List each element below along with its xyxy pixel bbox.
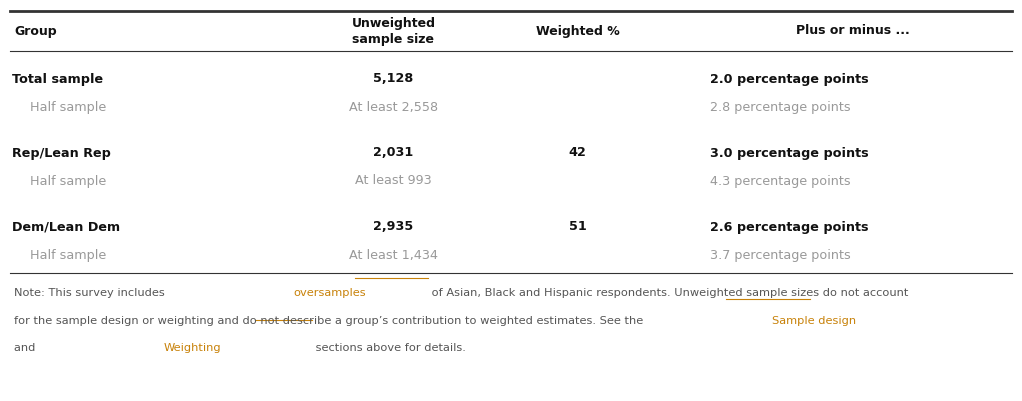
Text: Weighted %: Weighted % — [536, 24, 619, 38]
Text: Total sample: Total sample — [12, 73, 103, 85]
Text: and: and — [14, 343, 39, 353]
Text: for the sample design or weighting and do not describe a group’s contribution to: for the sample design or weighting and d… — [14, 316, 647, 326]
Text: 2.6 percentage points: 2.6 percentage points — [710, 221, 869, 233]
Text: 5,128: 5,128 — [373, 73, 414, 85]
Text: 2,031: 2,031 — [373, 146, 414, 160]
Text: Weighting: Weighting — [164, 343, 222, 353]
Text: At least 993: At least 993 — [355, 174, 432, 188]
Text: Half sample: Half sample — [31, 101, 106, 113]
Text: 42: 42 — [568, 146, 587, 160]
Text: At least 2,558: At least 2,558 — [349, 101, 438, 113]
Text: Note: This survey includes: Note: This survey includes — [14, 288, 169, 298]
Text: Plus or minus ...: Plus or minus ... — [796, 24, 911, 38]
Text: Half sample: Half sample — [31, 249, 106, 261]
Text: 2.0 percentage points: 2.0 percentage points — [710, 73, 869, 85]
Text: 2,935: 2,935 — [373, 221, 414, 233]
Text: Half sample: Half sample — [31, 174, 106, 188]
Text: sections above for details.: sections above for details. — [313, 343, 466, 353]
Text: 3.0 percentage points: 3.0 percentage points — [710, 146, 869, 160]
Text: 4.3 percentage points: 4.3 percentage points — [710, 174, 851, 188]
Text: 51: 51 — [568, 221, 587, 233]
Text: Unweighted
sample size: Unweighted sample size — [352, 16, 435, 45]
Text: of Asian, Black and Hispanic respondents. Unweighted sample sizes do not account: of Asian, Black and Hispanic respondents… — [427, 288, 908, 298]
Text: Dem/Lean Dem: Dem/Lean Dem — [12, 221, 121, 233]
Text: oversamples: oversamples — [293, 288, 366, 298]
Text: 3.7 percentage points: 3.7 percentage points — [710, 249, 851, 261]
Text: Sample design: Sample design — [772, 316, 855, 326]
Text: At least 1,434: At least 1,434 — [349, 249, 438, 261]
Text: 2.8 percentage points: 2.8 percentage points — [710, 101, 851, 113]
Text: Group: Group — [14, 24, 57, 38]
Text: Rep/Lean Rep: Rep/Lean Rep — [12, 146, 111, 160]
